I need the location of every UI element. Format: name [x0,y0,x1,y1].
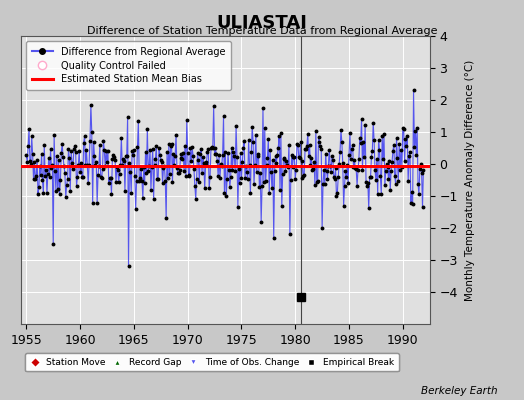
Text: Berkeley Earth: Berkeley Earth [421,386,498,396]
Legend: Station Move, Record Gap, Time of Obs. Change, Empirical Break: Station Move, Record Gap, Time of Obs. C… [26,353,399,371]
Y-axis label: Monthly Temperature Anomaly Difference (°C): Monthly Temperature Anomaly Difference (… [465,59,475,301]
Text: ULIASTAI: ULIASTAI [216,14,308,32]
Text: Difference of Station Temperature Data from Regional Average: Difference of Station Temperature Data f… [87,26,437,36]
